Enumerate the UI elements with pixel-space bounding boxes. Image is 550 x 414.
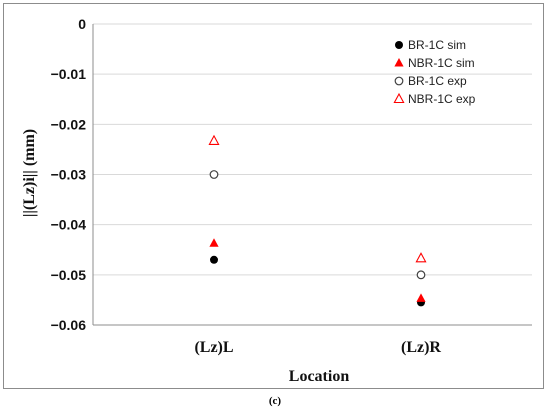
x-tick-labels: (Lz)L (Lz)R [194, 339, 441, 356]
legend-label: BR-1C exp [408, 74, 467, 88]
data-point [416, 293, 426, 302]
y-tick-label: −0.06 [51, 317, 87, 333]
y-tick-label: 0 [78, 16, 86, 32]
legend-marker [393, 92, 405, 104]
y-tick-label: −0.02 [51, 116, 87, 132]
data-point [415, 252, 427, 263]
scatter-chart: 0−0.01−0.02−0.03−0.04−0.05−0.06 (Lz)L (Lz… [21, 16, 532, 385]
legend-label: NBR-1C exp [408, 92, 476, 106]
y-tick-label: −0.04 [51, 217, 87, 233]
axes [92, 24, 532, 326]
y-tick-label: −0.01 [51, 66, 87, 82]
y-axis-title: ||(Lz)i|| (mm) [21, 129, 38, 217]
data-point [208, 134, 220, 145]
data-point [210, 255, 218, 264]
grid-lines [93, 23, 532, 276]
data-point [209, 170, 219, 179]
legend-marker [394, 76, 404, 86]
y-tick-label: −0.03 [51, 167, 87, 183]
legend-label: NBR-1C sim [408, 56, 475, 70]
data-point [209, 238, 219, 247]
legend-marker [394, 58, 404, 67]
x-axis-title: Location [289, 368, 350, 385]
figure-caption: (c) [268, 395, 282, 407]
x-tick-label: (Lz)R [401, 339, 441, 356]
legend-label: BR-1C sim [408, 38, 466, 52]
x-tick-label: (Lz)L [194, 339, 233, 356]
y-tick-label: −0.05 [51, 267, 87, 283]
legend-marker [395, 41, 403, 49]
y-tick-labels: 0 −0.01 −0.02 −0.03 −0.04 −0.05 −0.06 [51, 16, 87, 333]
data-points [208, 134, 427, 307]
legend: BR-1C sim NBR-1C sim BR-1C exp NBR-1C exp [393, 38, 476, 106]
data-point [416, 270, 426, 280]
